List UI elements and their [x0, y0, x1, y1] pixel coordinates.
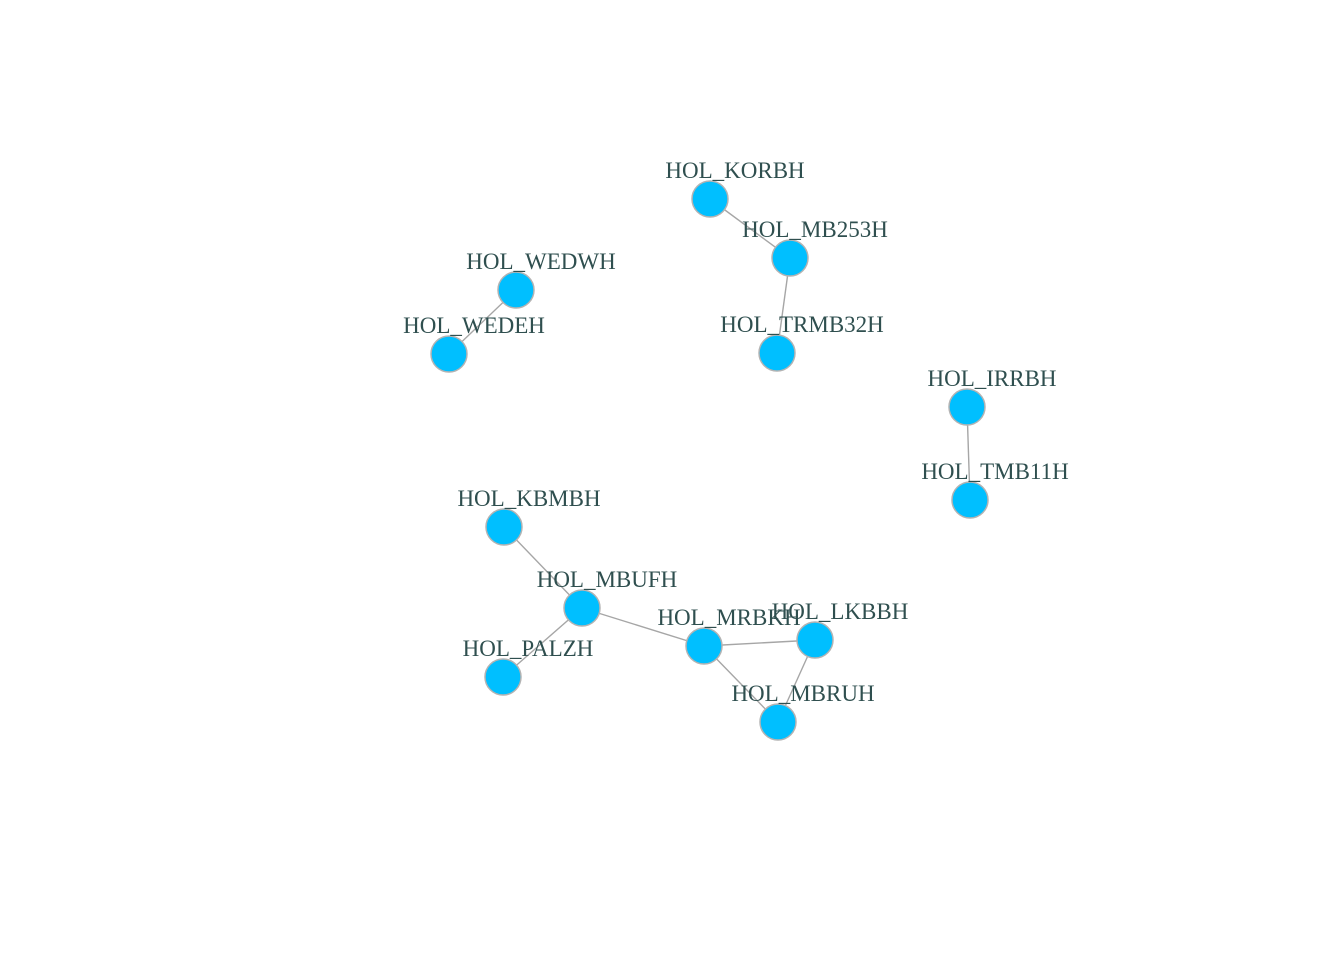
node-HOL_MBRUH[interactable] [759, 703, 797, 741]
node-HOL_WEDEH[interactable] [430, 335, 468, 373]
node-label-HOL_WEDWH: HOL_WEDWH [466, 249, 615, 274]
node-HOL_KBMBH[interactable] [485, 508, 523, 546]
node-HOL_WEDWH[interactable] [497, 271, 535, 309]
node-HOL_TMB11H[interactable] [951, 481, 989, 519]
node-label-HOL_TRMB32H: HOL_TRMB32H [720, 312, 884, 337]
node-label-HOL_KBMBH: HOL_KBMBH [457, 486, 600, 511]
edge-HOL_MBUFH-HOL_MRBKH [581, 607, 705, 647]
node-HOL_MRBKH[interactable] [685, 627, 723, 665]
node-label-HOL_KORBH: HOL_KORBH [665, 158, 804, 183]
label-layer: HOL_KORBH HOL_MB253H HOL_TRMB32H HOL_WEDWH H… [403, 158, 1069, 706]
node-HOL_LKBBH[interactable] [796, 621, 834, 659]
node-label-HOL_TMB11H: HOL_TMB11H [921, 459, 1068, 484]
node-label-HOL_MBRUH: HOL_MBRUH [731, 681, 874, 706]
node-label-HOL_IRRBH: HOL_IRRBH [927, 366, 1056, 391]
node-HOL_MB253H[interactable] [771, 239, 809, 277]
node-label-HOL_PALZH: HOL_PALZH [463, 636, 594, 661]
node-HOL_TRMB32H[interactable] [758, 334, 796, 372]
node-HOL_PALZH[interactable] [484, 658, 522, 696]
node-layer [430, 180, 989, 741]
node-HOL_MBUFH[interactable] [563, 589, 601, 627]
node-label-HOL_WEDEH: HOL_WEDEH [403, 313, 545, 338]
node-label-HOL_MB253H: HOL_MB253H [742, 217, 888, 242]
node-HOL_IRRBH[interactable] [948, 388, 986, 426]
node-label-HOL_MBUFH: HOL_MBUFH [537, 567, 678, 592]
node-label-HOL_LKBBH: HOL_LKBBH [772, 599, 909, 624]
node-label-HOL_MRBKH: HOL_MRBKH [657, 605, 800, 630]
node-HOL_KORBH[interactable] [691, 180, 729, 218]
